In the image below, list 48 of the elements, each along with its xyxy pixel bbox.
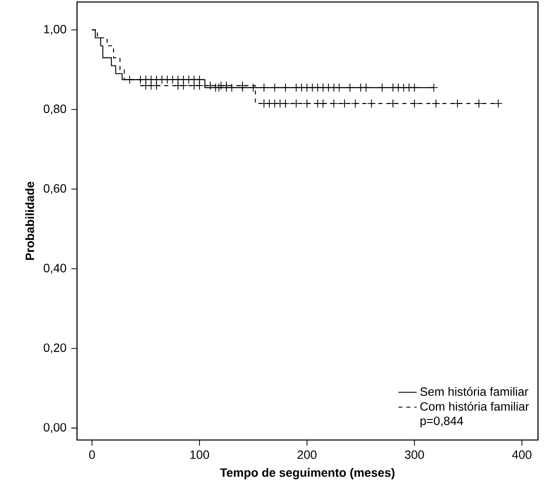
point [410, 99, 419, 108]
point [410, 83, 419, 92]
point [346, 83, 354, 92]
point [238, 81, 247, 90]
point [494, 99, 503, 108]
point [178, 75, 188, 84]
point [362, 83, 370, 92]
point [157, 75, 166, 84]
legend-label: Sem história familiar [420, 386, 528, 396]
point [432, 99, 440, 108]
x-tick-label: 0 [89, 450, 95, 459]
y-tick-label: 1,00 [44, 24, 66, 35]
point [281, 99, 290, 108]
point [350, 99, 360, 108]
x-tick-label: 200 [298, 450, 317, 459]
y-tick-label: 0,80 [44, 104, 66, 114]
point [388, 83, 398, 92]
point [248, 83, 258, 92]
y-tick-label: 0,60 [44, 184, 66, 194]
x-tick-label: 300 [404, 450, 424, 459]
point [329, 99, 338, 108]
point [281, 83, 290, 92]
point [318, 83, 328, 92]
y-axis-title: Probabilidade [25, 182, 34, 260]
annotation: p=0,844 [420, 416, 464, 428]
point [429, 83, 438, 92]
x-tick-label: 400 [512, 450, 532, 459]
point [270, 83, 280, 92]
point [302, 99, 312, 108]
point [404, 83, 414, 92]
x-axis-title: Tempo de seguimento (meses) [220, 468, 394, 480]
point [260, 83, 268, 92]
y-tick-label: 0,40 [44, 264, 66, 274]
point [152, 75, 161, 84]
point [367, 99, 376, 108]
point [378, 83, 387, 92]
point [334, 83, 344, 92]
y-tick-label: 0,20 [44, 343, 66, 354]
x-tick-label: 100 [190, 450, 210, 459]
point [302, 83, 312, 92]
point [195, 75, 204, 84]
point [318, 99, 328, 108]
y-tick-label: 0,00 [44, 423, 66, 433]
point [324, 83, 333, 92]
point [125, 75, 134, 84]
legend-label: Com história familiar [420, 402, 529, 411]
point [297, 83, 306, 92]
point [238, 83, 247, 92]
